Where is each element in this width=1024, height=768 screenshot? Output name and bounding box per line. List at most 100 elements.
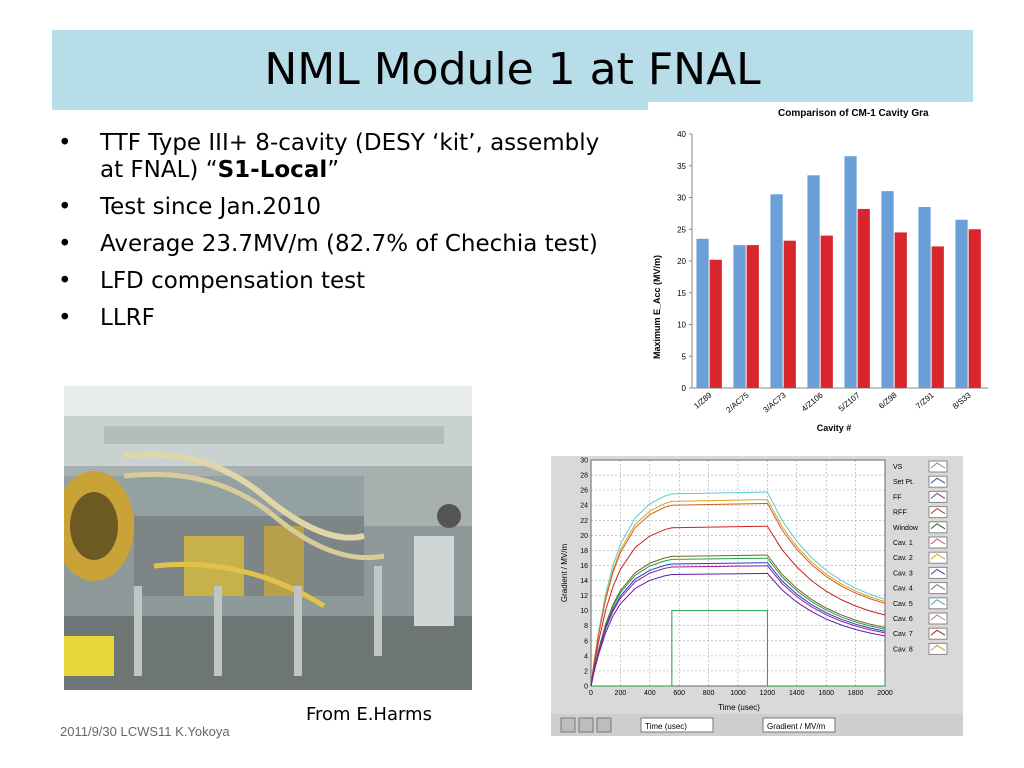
bullet-item: LLRF — [58, 305, 618, 332]
legend-swatch[interactable] — [928, 627, 948, 640]
line-x-tick-label: 1800 — [848, 690, 864, 697]
bar-category-label: 6/Z98 — [877, 390, 899, 410]
legend-entry-label: Cav. 3 — [893, 570, 913, 577]
legend-swatch[interactable] — [928, 521, 948, 534]
bar-chart-ylabel: Maximum E_Acc (MV/m) — [652, 255, 662, 359]
legend-swatch[interactable] — [928, 582, 948, 595]
legend-entry-label: Cav. 6 — [893, 616, 913, 623]
bullet-item: Test since Jan.2010 — [58, 194, 618, 221]
bar-category-label: 5/Z107 — [837, 390, 862, 413]
legend-entry-label: FF — [893, 494, 902, 501]
legend-entry-label: Cav. 4 — [893, 586, 913, 593]
legend-swatch-line — [930, 492, 946, 499]
legend-swatch[interactable] — [928, 506, 948, 519]
legend-swatch[interactable] — [928, 597, 948, 610]
bar-chart-title: Comparison of CM-1 Cavity Gra — [778, 108, 929, 119]
bullet-text: LLRF — [100, 305, 155, 331]
line-x-tick-label: 1400 — [789, 690, 805, 697]
legend-swatch-line — [930, 599, 946, 606]
gradient-trace — [590, 554, 886, 687]
bullet-item: LFD compensation test — [58, 268, 618, 295]
pan-tool-icon[interactable] — [596, 717, 612, 733]
bar-category-label: 3/AC73 — [761, 390, 788, 414]
bar — [857, 208, 870, 388]
bar-category-label: 4/Z106 — [800, 390, 825, 413]
zoom-tool-icon[interactable] — [578, 717, 594, 733]
legend-swatch[interactable] — [928, 566, 948, 579]
line-x-tick-label: 400 — [644, 690, 656, 697]
gradient-trace — [590, 572, 886, 687]
line-y-tick-label: 10 — [580, 608, 588, 615]
bullet-text: TTF Type III+ 8-cavity (DESY ‘kit’, asse… — [100, 130, 600, 183]
bar-category-label: 7/Z91 — [914, 390, 936, 410]
legend-entry-label: RFF — [893, 510, 907, 517]
gradient-time-line-chart: Gradient / MV/m Time (usec) 0 200 400 600 80… — [551, 456, 963, 736]
line-x-tick-label: 600 — [673, 690, 685, 697]
cursor-tool-icon[interactable] — [560, 717, 576, 733]
gradient-trace — [590, 502, 886, 687]
bar-category-label: 1/Z89 — [692, 390, 714, 410]
bar-y-tick-label: 10 — [677, 321, 686, 330]
legend-swatch-line — [930, 553, 946, 560]
bar-y-tick-label: 25 — [677, 225, 686, 234]
bar-chart-xlabel: Cavity # — [817, 423, 852, 433]
bar-y-tick-label: 20 — [677, 257, 686, 266]
legend-swatch[interactable] — [928, 642, 948, 655]
legend-swatch-line — [930, 583, 946, 591]
bullet-item: Average 23.7MV/m (82.7% of Chechia test) — [58, 231, 618, 258]
legend-swatch[interactable] — [928, 536, 948, 549]
line-y-tick-label: 12 — [580, 593, 588, 600]
bullet-text: LFD compensation test — [100, 268, 366, 294]
line-y-tick-label: 16 — [580, 563, 588, 570]
gradient-trace — [590, 491, 886, 687]
legend-swatch[interactable] — [928, 460, 948, 473]
legend-swatch-line — [930, 477, 946, 484]
legend-swatch-line — [930, 644, 946, 651]
legend-swatch-line — [930, 538, 946, 545]
bar-chart-svg: Comparison of CM-1 Cavity Gra Maximum E_… — [652, 108, 988, 433]
y-scale-control[interactable] — [762, 717, 836, 733]
bar — [968, 229, 981, 388]
cryomodule-photo — [64, 386, 472, 690]
legend-swatch-line — [930, 614, 946, 621]
line-y-tick-label: 18 — [580, 548, 588, 555]
legend-swatch[interactable] — [928, 490, 948, 503]
footer-text: 2011/9/30 LCWS11 K.Yokoya — [60, 724, 230, 739]
line-x-tick-label: 1000 — [730, 690, 746, 697]
bar — [918, 207, 931, 388]
bar — [894, 232, 907, 388]
legend-entry-label: Window — [893, 525, 919, 532]
line-chart-ylabel: Gradient / MV/m — [560, 544, 569, 603]
line-y-tick-label: 30 — [580, 458, 588, 465]
legend-entry-label: Cav. 5 — [893, 601, 913, 608]
bar — [820, 235, 833, 388]
legend-entry-label: Cav. 1 — [893, 540, 913, 547]
legend-entry-label: Cav. 7 — [893, 631, 913, 638]
legend-swatch[interactable] — [928, 475, 948, 488]
bar-category-label: 8/S33 — [951, 390, 973, 411]
line-y-tick-label: 8 — [584, 623, 588, 630]
bullet-list: TTF Type III+ 8-cavity (DESY ‘kit’, asse… — [58, 130, 618, 342]
line-chart-svg: Gradient / MV/m Time (usec) 0 200 400 600 80… — [551, 456, 963, 736]
bar — [746, 245, 759, 388]
legend-swatch[interactable] — [928, 612, 948, 625]
x-scale-control[interactable] — [640, 717, 714, 733]
gradient-trace — [590, 525, 886, 687]
cavity-gradient-bar-chart: Comparison of CM-1 Cavity Gra Maximum E_… — [648, 102, 994, 437]
x-scale-label: Time (usec) — [645, 722, 687, 731]
cryomodule-illustration — [64, 386, 472, 690]
bar — [783, 240, 796, 388]
bar-category-label: 2/AC75 — [724, 390, 751, 414]
bar — [696, 238, 709, 388]
line-x-tick-label: 0 — [589, 690, 593, 697]
legend-entry-label: VS — [893, 464, 903, 471]
legend-swatch[interactable] — [928, 551, 948, 564]
slide-title: NML Module 1 at FNAL — [264, 44, 761, 95]
bar — [844, 156, 857, 388]
bar — [807, 175, 820, 388]
photo-caption: From E.Harms — [306, 704, 432, 725]
gradient-trace — [590, 562, 886, 687]
legend-swatch-line — [930, 629, 946, 636]
window-trace — [591, 610, 885, 687]
line-x-tick-label: 2000 — [877, 690, 893, 697]
